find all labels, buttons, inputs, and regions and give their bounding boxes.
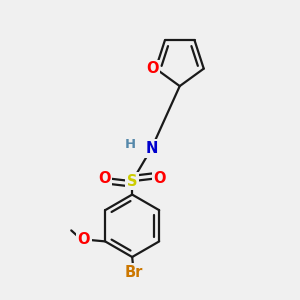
Text: N: N (145, 141, 158, 156)
Text: O: O (98, 171, 111, 186)
Text: O: O (154, 171, 166, 186)
Text: H: H (124, 138, 136, 152)
Text: O: O (77, 232, 90, 247)
Text: S: S (127, 174, 137, 189)
Text: O: O (146, 61, 158, 76)
Text: Br: Br (124, 265, 143, 280)
